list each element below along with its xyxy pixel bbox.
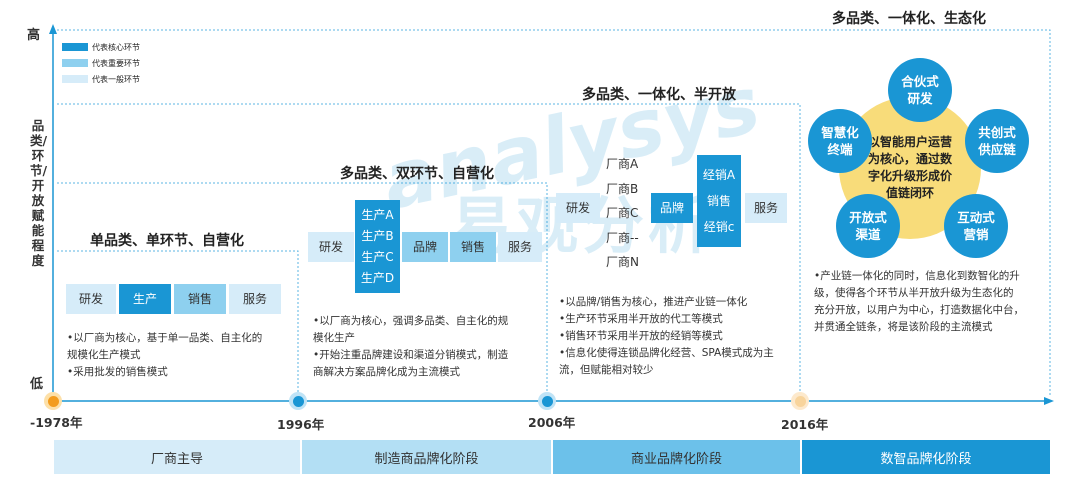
yaxis-high: 高 — [27, 28, 41, 43]
legend-swatch-general — [62, 75, 88, 83]
stage2-production-item: 生产B — [361, 228, 394, 243]
stage2-desc-line: •以厂商为核心，强调多品类、自主化的规 — [313, 315, 509, 327]
year-marker-2016 — [791, 392, 809, 410]
stage3-sales-item: 经销c — [703, 220, 735, 234]
stage3-title: 多品类、一体化、半开放 — [582, 87, 736, 103]
year-marker-1978 — [44, 392, 62, 410]
stage3-sales-stack: 经销A 销售 经销c — [697, 155, 741, 247]
stage2-title: 多品类、双环节、自营化 — [340, 166, 494, 182]
stage3-vendor-item: 厂商-- — [606, 230, 639, 245]
stage4-desc: •产业链一体化的同时，信息化到数智化的升 级，使得各个环节从半开放升级为生态化的… — [814, 268, 1024, 336]
year-label: 2006年 — [528, 415, 576, 430]
stage4-node-label: 互动式营销 — [957, 210, 995, 242]
stage4-node-channel: 开放式渠道 — [836, 194, 900, 258]
stage4-center-text: 以智能用户运营为核心，通过数字化升级形成价值链闭环 — [867, 135, 952, 200]
stage3-desc-line: •信息化使得连锁品牌化经营、SPA模式成为主 — [559, 347, 774, 359]
stage2-box-brand: 品牌 — [402, 232, 448, 262]
stage1-title: 单品类、单环节、自营化 — [90, 233, 244, 249]
stage1-box-sales: 销售 — [174, 284, 226, 314]
stage4-node-label: 智慧化终端 — [821, 125, 859, 157]
legend-label-important: 代表重要环节 — [92, 58, 140, 68]
year-marker-1996 — [289, 392, 307, 410]
stage3-box-service: 服务 — [745, 193, 787, 223]
yaxis-low: 低 — [30, 377, 44, 392]
stage1-desc: •以厂商为核心，基于单一品类、自主化的 规模化生产模式 •采用批发的销售模式 — [67, 330, 262, 381]
stage2-production-item: 生产C — [361, 249, 394, 264]
phase-manufacturer-brand: 制造商品牌化阶段 — [302, 440, 551, 474]
stage4-desc-line: •产业链一体化的同时，信息化到数智化的升 — [814, 270, 1020, 282]
stage4-desc-line: 级，使得各个环节从半开放升级为生态化的 — [814, 287, 1014, 299]
stage1-desc-line: 规模化生产模式 — [67, 349, 141, 361]
stage3-desc: •以品牌/销售为核心，推进产业链一体化 •生产环节采用半开放的代工等模式 •销售… — [559, 294, 774, 379]
stage4-node-marketing: 互动式营销 — [944, 194, 1008, 258]
stage4-node-label: 开放式渠道 — [849, 210, 887, 242]
stage3-sales-item: 销售 — [706, 194, 731, 208]
yaxis-title: 品类/环节/开放赋能程度 — [30, 118, 48, 268]
stage1-desc-line: •以厂商为核心，基于单一品类、自主化的 — [67, 332, 263, 344]
stage2-production-stack: 生产A 生产B 生产C 生产D — [355, 200, 400, 293]
stage4-title: 多品类、一体化、生态化 — [832, 11, 986, 27]
stage3-desc-line: •销售环节采用半开放的经销等模式 — [559, 330, 723, 342]
legend-label-general: 代表一般环节 — [92, 74, 140, 84]
stage2-box-service: 服务 — [498, 232, 542, 262]
phase-commercial-brand: 商业品牌化阶段 — [553, 440, 800, 474]
legend-core: 代表核心环节 — [62, 41, 140, 53]
stage3-sales-item: 经销A — [702, 168, 736, 182]
legend: 代表核心环节 代表重要环节 代表一般环节 — [62, 41, 140, 85]
stage2-desc: •以厂商为核心，强调多品类、自主化的规 模化生产 •开始注重品牌建设和渠道分销模… — [313, 313, 508, 381]
stage3-vendor-item: 厂商N — [606, 255, 639, 269]
stage1-box-service: 服务 — [229, 284, 281, 314]
stage1-box-rd: 研发 — [66, 284, 116, 314]
stage2-desc-line: 商解决方案品牌化成为主流模式 — [313, 366, 460, 378]
legend-label-core: 代表核心环节 — [92, 42, 140, 52]
stage1-desc-line: •采用批发的销售模式 — [67, 366, 168, 378]
stage4-node-supply: 共创式供应链 — [965, 109, 1029, 173]
stage4-node-label: 合伙式研发 — [901, 74, 939, 106]
stage2-desc-line: 模化生产 — [313, 332, 355, 344]
stage3-desc-line: 流，但赋能相对较少 — [559, 364, 654, 376]
stage2-box-sales: 销售 — [450, 232, 496, 262]
stage3-vendor-item: 厂商C — [606, 206, 639, 220]
legend-important: 代表重要环节 — [62, 57, 140, 69]
legend-swatch-important — [62, 59, 88, 67]
stage3-desc-line: •生产环节采用半开放的代工等模式 — [559, 313, 723, 325]
legend-general: 代表一般环节 — [62, 73, 140, 85]
year-label: 2016年 — [781, 417, 829, 432]
stage2-production-item: 生产D — [360, 270, 395, 285]
stage4-node-rd: 合伙式研发 — [888, 58, 952, 122]
stage3-box-brand: 品牌 — [651, 193, 693, 223]
year-label: -1978年 — [30, 415, 83, 430]
stage4-desc-line: 并贯通全链条，将是该阶段的主流模式 — [814, 321, 993, 333]
stage3-desc-line: •以品牌/销售为核心，推进产业链一体化 — [559, 296, 748, 308]
stage2-production-item: 生产A — [361, 207, 394, 222]
stage4-node-label: 共创式供应链 — [978, 125, 1016, 157]
stage2-box-rd: 研发 — [308, 232, 354, 262]
stage2-desc-line: •开始注重品牌建设和渠道分销模式，制造 — [313, 349, 509, 361]
year-label: 1996年 — [277, 417, 325, 432]
stage4-node-terminal: 智慧化终端 — [808, 109, 872, 173]
stage3-vendor-item: 厂商B — [606, 181, 639, 196]
stage1-box-production: 生产 — [119, 284, 171, 314]
phase-manufacturer-led: 厂商主导 — [54, 440, 300, 474]
stage3-vendor-list: 厂商A 厂商B 厂商C 厂商-- 厂商N — [606, 152, 646, 275]
year-marker-2006 — [538, 392, 556, 410]
stage3-vendor-item: 厂商A — [606, 157, 639, 171]
legend-swatch-core — [62, 43, 88, 51]
stage4-desc-line: 充分开放，以用户为中心，打造数据化中台， — [814, 304, 1024, 316]
stage3-box-rd: 研发 — [556, 193, 600, 223]
phase-digital-brand: 数智品牌化阶段 — [802, 440, 1050, 474]
